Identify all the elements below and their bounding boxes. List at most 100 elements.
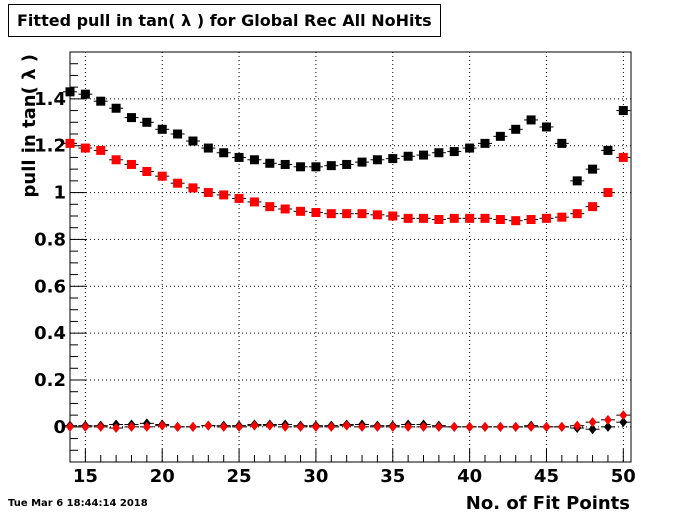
data-point: [404, 421, 413, 432]
data-point: [434, 215, 444, 225]
data-point: [265, 420, 274, 431]
x-tick-label: 25: [227, 466, 252, 487]
data-point: [66, 421, 74, 432]
data-point: [157, 171, 167, 181]
data-point: [480, 138, 490, 148]
data-point: [173, 178, 183, 188]
y-tick-label: 1.2: [34, 136, 66, 157]
data-point: [372, 210, 382, 220]
data-point: [403, 213, 413, 223]
data-point: [449, 147, 459, 157]
grid-lines: [70, 52, 631, 462]
data-point: [572, 209, 582, 219]
data-point: [296, 206, 306, 216]
data-point: [342, 420, 351, 431]
data-point: [619, 417, 628, 428]
data-point: [573, 420, 582, 431]
data-point: [249, 197, 259, 207]
data-point: [434, 148, 444, 158]
data-point: [588, 424, 597, 435]
data-point: [157, 124, 167, 134]
data-point: [142, 117, 152, 127]
data-point: [65, 138, 75, 148]
x-tick-label: 50: [611, 466, 636, 487]
data-point: [618, 152, 628, 162]
data-point: [373, 421, 382, 432]
data-point: [234, 193, 244, 203]
data-point: [480, 213, 490, 223]
data-point: [158, 420, 167, 431]
data-point: [219, 421, 228, 432]
data-point: [526, 115, 536, 125]
data-point: [357, 157, 367, 167]
data-point: [588, 202, 598, 212]
data-point: [449, 213, 459, 223]
data-point: [357, 209, 367, 219]
y-tick-label: 0: [53, 417, 66, 438]
data-point: [403, 151, 413, 161]
data-point: [603, 188, 613, 198]
data-point: [434, 421, 443, 432]
data-point: [296, 162, 306, 172]
data-point: [281, 421, 290, 432]
data-point: [126, 159, 136, 169]
data-point: [111, 155, 121, 165]
data-point: [588, 164, 598, 174]
plot-frame: [69, 51, 632, 463]
data-point: [541, 213, 551, 223]
data-point: [265, 158, 275, 168]
data-point: [557, 212, 567, 222]
data-point: [480, 421, 489, 432]
data-point: [188, 421, 197, 432]
data-point: [419, 150, 429, 160]
data-point: [342, 159, 352, 169]
data-point: [527, 421, 536, 432]
x-axis-label: No. of Fit Points: [466, 493, 630, 514]
data-point: [142, 421, 151, 432]
data-point: [496, 421, 505, 432]
data-point: [188, 183, 198, 193]
data-point: [511, 216, 521, 226]
y-tick-label: 0.6: [34, 276, 66, 297]
data-point: [327, 421, 336, 432]
y-tick-label: 0.8: [34, 229, 66, 250]
x-tick-label: 15: [73, 466, 98, 487]
data-point: [96, 96, 106, 106]
chart-title: Fitted pull in tan( λ ) for Global Rec A…: [8, 4, 441, 37]
y-tick-label: 1: [53, 183, 66, 204]
data-point: [265, 202, 275, 212]
data-point: [557, 421, 566, 432]
y-axis-label: pull in tan( λ ): [19, 54, 40, 198]
data-point: [173, 129, 183, 139]
data-point: [465, 421, 474, 432]
data-point: [326, 161, 336, 171]
data-point: [203, 143, 213, 153]
data-point: [526, 215, 536, 225]
data-point: [372, 155, 382, 165]
data-point: [603, 145, 613, 155]
data-point: [388, 211, 398, 221]
data-point: [495, 131, 505, 141]
data-point: [96, 421, 105, 432]
data-point: [465, 143, 475, 153]
data-point: [511, 421, 520, 432]
axes: 15 20 25 30 35 40 45 50 0 0.2 0.4 0.6 0.8 1 1.2 1.4: [34, 63, 636, 487]
series-4: [63, 410, 631, 434]
data-point: [358, 421, 367, 432]
data-point: [250, 420, 259, 431]
x-tick-label: 45: [534, 466, 559, 487]
data-point: [96, 145, 106, 155]
data-point: [618, 106, 628, 116]
data-point: [80, 143, 90, 153]
data-point: [127, 421, 136, 432]
data-point: [126, 113, 136, 123]
y-tick-label: 0.4: [34, 323, 66, 344]
data-point: [80, 89, 90, 99]
data-point: [219, 148, 229, 158]
data-point: [234, 152, 244, 162]
y-tick-label: 1.4: [34, 89, 66, 110]
data-point: [572, 176, 582, 186]
data-series: [63, 87, 631, 435]
data-point: [419, 213, 429, 223]
